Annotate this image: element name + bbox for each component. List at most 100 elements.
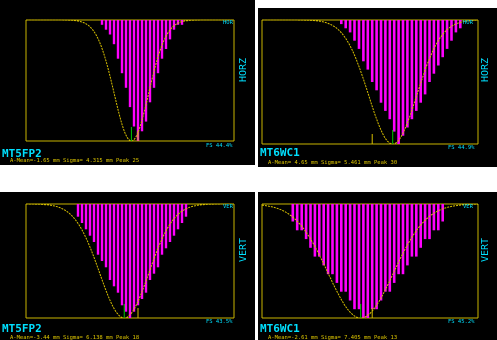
- chart-panel-top-right: HOR HORZ FS 44.9% MT6WC1 A-Mean= 4.65 mm Sig…: [258, 8, 497, 167]
- histogram-bar: [423, 204, 427, 240]
- histogram-bar: [140, 20, 144, 132]
- histogram-bar: [437, 20, 440, 66]
- stats-line: A-Mean=-3.44 mm Sigma= 6.138 mm Peak 18: [10, 335, 139, 340]
- histogram-bar: [357, 204, 361, 310]
- histogram-bar: [419, 204, 422, 248]
- histogram-bar: [148, 204, 152, 280]
- axis-label: VERT: [238, 238, 249, 262]
- gaussian-fit-curve: [261, 203, 478, 319]
- histogram-bar: [326, 204, 330, 275]
- axis-label: HORZ: [480, 58, 491, 82]
- histogram-bar: [366, 20, 370, 70]
- histogram-bar: [104, 20, 108, 30]
- histogram-bar: [152, 20, 156, 88]
- histogram-bar: [401, 204, 405, 275]
- histogram-bar: [401, 20, 405, 136]
- fs-label: FS 44.4%: [206, 143, 233, 149]
- gaussian-fit-curve: [26, 203, 234, 319]
- histogram-bar: [392, 20, 396, 132]
- gaussian-fit-curve: [262, 19, 479, 145]
- histogram-bar: [375, 20, 378, 91]
- histogram-bar: [428, 204, 431, 240]
- histogram-bar: [454, 20, 458, 33]
- histogram-bar: [397, 204, 400, 275]
- histogram-bar: [160, 20, 164, 59]
- histogram-bar: [384, 204, 387, 292]
- histogram-bar: [144, 20, 148, 122]
- chart-panel-bottom-right: VER VERT FS 45.2% MT6WC1 A-Mean=-2.61 mm Sig…: [258, 192, 497, 340]
- histogram-bar: [92, 204, 96, 242]
- histogram-bar: [370, 20, 374, 82]
- histogram-bar: [441, 20, 444, 58]
- histogram-bar: [410, 204, 414, 257]
- histogram-bar: [406, 204, 409, 266]
- histogram-bar: [344, 204, 347, 292]
- histogram-bar: [331, 204, 334, 275]
- histogram-bar: [388, 204, 392, 292]
- histogram-bar: [340, 204, 343, 292]
- histogram-bar: [136, 20, 140, 141]
- histogram-bar: [100, 20, 104, 25]
- corner-tag: VER: [463, 204, 474, 210]
- histogram-bar: [397, 20, 400, 144]
- histogram-bar: [419, 20, 422, 103]
- histogram-bar: [437, 204, 440, 231]
- histogram-bar: [128, 204, 132, 318]
- histogram-bar: [84, 204, 88, 230]
- histogram-bar: [180, 20, 184, 25]
- histogram-bar: [172, 20, 176, 30]
- histogram-bar: [132, 204, 136, 312]
- histogram-bar: [96, 204, 100, 255]
- chart-panel-bottom-left: VER VERT FS 43.5% MT5FP2 A-Mean=-3.44 mm Sig…: [0, 192, 255, 340]
- histogram-bar: [291, 204, 295, 222]
- gaussian-fit-curve: [26, 19, 234, 142]
- histogram-bar: [450, 20, 453, 41]
- histogram-bar: [124, 20, 128, 88]
- histogram-bar: [164, 20, 168, 49]
- histogram-bar: [335, 204, 339, 283]
- histogram-bar: [136, 204, 140, 306]
- histogram-bar: [88, 204, 92, 236]
- histogram-bar: [428, 20, 431, 82]
- corner-tag: HOR: [223, 20, 234, 26]
- histogram-bar: [379, 204, 383, 301]
- histogram-bar: [140, 204, 144, 299]
- histogram-bar: [128, 20, 132, 108]
- histogram-bar: [120, 204, 124, 306]
- histogram-bar: [384, 20, 387, 111]
- histogram-bar: [112, 204, 116, 287]
- fs-label: FS 44.9%: [448, 145, 475, 151]
- histogram-bar: [104, 204, 108, 268]
- fs-label: FS 45.2%: [448, 319, 475, 325]
- histogram-bar: [362, 20, 365, 62]
- corner-tag: VER: [223, 204, 234, 210]
- histogram-bar: [406, 20, 409, 128]
- histogram-bar: [148, 20, 152, 103]
- histogram-bar: [353, 20, 356, 41]
- histogram-bar: [340, 20, 343, 25]
- histogram-bar: [459, 20, 462, 29]
- histogram-bar: [445, 20, 449, 49]
- histogram-bar: [168, 20, 172, 40]
- histogram-bar: [160, 204, 164, 255]
- histogram-bar: [375, 204, 378, 310]
- histogram-bar: [124, 204, 128, 312]
- histogram-bar: [348, 20, 352, 33]
- histogram-bar: [322, 204, 325, 266]
- histogram-bar: [144, 204, 148, 293]
- stats-line: A-Mean=-1.65 mm Sigma= 4.315 mm Peak 25: [10, 158, 139, 164]
- histogram-bar: [120, 20, 124, 74]
- histogram-bar: [76, 204, 80, 217]
- chart-panel-top-left: HOR HORZ FS 44.4% MT5FP2 A-Mean=-1.65 mm Sig…: [0, 0, 255, 165]
- histogram-bar: [388, 20, 392, 120]
- histogram-bar: [116, 204, 120, 293]
- histogram-bar: [423, 20, 427, 95]
- histogram-bar: [357, 20, 361, 49]
- histogram-bar: [392, 204, 396, 283]
- axis-label: HORZ: [238, 58, 249, 82]
- axis-label: VERT: [480, 238, 491, 262]
- histogram-bar: [176, 20, 180, 25]
- histogram-bar: [415, 20, 418, 111]
